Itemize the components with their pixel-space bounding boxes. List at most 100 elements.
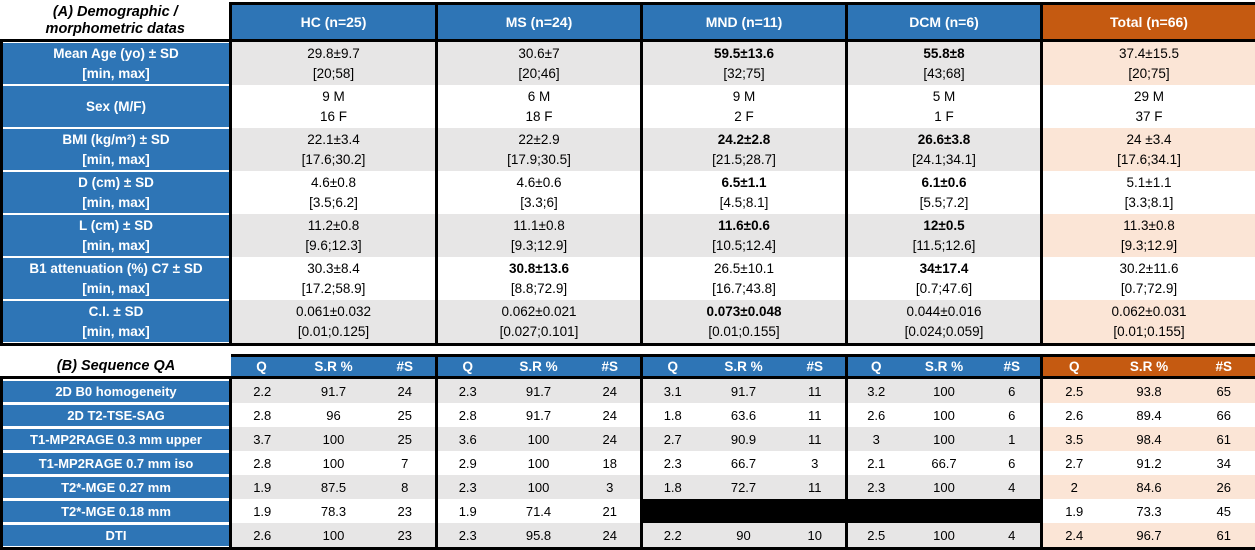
stat-range: [9.3;12.9]: [1043, 236, 1255, 256]
row-label-cell: T1-MP2RAGE 0.3 mm upper: [2, 427, 231, 451]
qa-value: 23: [375, 499, 437, 523]
qa-value: 3.7: [231, 427, 293, 451]
stat-range: [24.1;34.1]: [848, 150, 1040, 170]
qa-value: 66.7: [905, 451, 984, 475]
qa-value: 2.7: [1042, 451, 1106, 475]
qa-value: 21: [580, 499, 642, 523]
stat-cell: 4.6±0.8[3.5;6.2]: [231, 171, 437, 214]
qa-column-header: Q: [1042, 356, 1106, 378]
qa-value: 2.9: [437, 451, 498, 475]
qa-value: 100: [498, 475, 580, 499]
stat-cell: 6.5±1.1[4.5;8.1]: [642, 171, 847, 214]
qa-column-header: S.R %: [498, 356, 580, 378]
qa-value: 1.9: [437, 499, 498, 523]
stat-cell: 55.8±8[43;68]: [847, 41, 1042, 86]
stat-value: 9 M: [643, 87, 845, 107]
stat-cell: 6.1±0.6[5.5;7.2]: [847, 171, 1042, 214]
missing-data-cell: [847, 499, 1042, 523]
qa-value: 10: [785, 523, 847, 549]
row-label-line1: Mean Age (yo) ± SD: [3, 44, 229, 64]
qa-value: 91.7: [498, 403, 580, 427]
stat-range: [8.8;72.9]: [438, 279, 640, 299]
row-label-cell: L (cm) ± SD[min, max]: [2, 214, 231, 257]
stat-cell: 11.3±0.8[9.3;12.9]: [1042, 214, 1255, 257]
qa-column-header: #S: [375, 356, 437, 378]
row-label: L (cm) ± SD[min, max]: [3, 215, 229, 256]
stat-value: 11.2±0.8: [232, 216, 435, 236]
qa-value: 2.6: [231, 523, 293, 549]
qa-value: 24: [580, 523, 642, 549]
stat-range: [0.024;0.059]: [848, 322, 1040, 342]
qa-value: 61: [1193, 427, 1255, 451]
table-row: BMI (kg/m²) ± SD[min, max]22.1±3.4[17.6;…: [2, 128, 1255, 171]
row-label: DTI: [3, 525, 229, 546]
stat-range: [20;46]: [438, 64, 640, 84]
row-label: B1 attenuation (%) C7 ± SD[min, max]: [3, 258, 229, 299]
row-label-line1: D (cm) ± SD: [3, 173, 229, 193]
column-header: MS (n=24): [437, 4, 642, 41]
qa-value: 100: [905, 523, 984, 549]
stat-cell: 30.8±13.6[8.8;72.9]: [437, 257, 642, 300]
demographics-table: (A) Demographic / morphometric datas HC …: [0, 2, 1255, 346]
qa-value: 11: [785, 403, 847, 427]
qa-value: 2.8: [231, 403, 293, 427]
row-label-line1: C.I. ± SD: [3, 302, 229, 322]
stat-value: 34±17.4: [848, 259, 1040, 279]
qa-value: 66.7: [703, 451, 785, 475]
qa-value: 1.8: [642, 403, 703, 427]
qa-column-header: Q: [847, 356, 905, 378]
qa-column-header: Q: [642, 356, 703, 378]
stat-cell: 0.061±0.032[0.01;0.125]: [231, 300, 437, 345]
qa-value: 25: [375, 427, 437, 451]
qa-column-header: S.R %: [293, 356, 375, 378]
qa-column-header: #S: [580, 356, 642, 378]
section-a-title: (A) Demographic / morphometric datas: [2, 4, 231, 41]
stat-range: 16 F: [232, 107, 435, 127]
stat-value: 0.044±0.016: [848, 302, 1040, 322]
stat-value: 29 M: [1043, 87, 1255, 107]
stat-cell: 0.073±0.048[0.01;0.155]: [642, 300, 847, 345]
row-label-cell: T2*-MGE 0.27 mm: [2, 475, 231, 499]
stat-cell: 0.062±0.021[0.027;0.101]: [437, 300, 642, 345]
qa-value: 84.6: [1106, 475, 1193, 499]
qa-value: 1.8: [642, 475, 703, 499]
stat-value: 0.062±0.021: [438, 302, 640, 322]
section-b-title: (B) Sequence QA: [2, 356, 231, 378]
stat-range: [17.6;30.2]: [232, 150, 435, 170]
qa-value: 95.8: [498, 523, 580, 549]
qa-value: 1: [984, 427, 1042, 451]
stat-range: [17.2;58.9]: [232, 279, 435, 299]
qa-value: 87.5: [293, 475, 375, 499]
stat-cell: 37.4±15.5[20;75]: [1042, 41, 1255, 86]
section-a-title-line2: morphometric datas: [2, 21, 230, 38]
stat-cell: 34±17.4[0.7;47.6]: [847, 257, 1042, 300]
row-label-cell: Mean Age (yo) ± SD[min, max]: [2, 41, 231, 86]
qa-value: 2.3: [642, 451, 703, 475]
stat-value: 0.061±0.032: [232, 302, 435, 322]
qa-value: 3.6: [437, 427, 498, 451]
stat-cell: 12±0.5[11.5;12.6]: [847, 214, 1042, 257]
qa-value: 11: [785, 475, 847, 499]
stat-cell: 24 ±3.4[17.6;34.1]: [1042, 128, 1255, 171]
qa-value: 6: [984, 403, 1042, 427]
qa-value: 100: [498, 427, 580, 451]
qa-value: 2.4: [1042, 523, 1106, 549]
column-header: Total (n=66): [1042, 4, 1255, 41]
stat-range: 2 F: [643, 107, 845, 127]
stat-value: 55.8±8: [848, 44, 1040, 64]
qa-value: 73.3: [1106, 499, 1193, 523]
qa-value: 1.9: [1042, 499, 1106, 523]
qa-value: 2.6: [847, 403, 905, 427]
stat-range: 37 F: [1043, 107, 1255, 127]
qa-value: 11: [785, 378, 847, 404]
stat-range: [17.9;30.5]: [438, 150, 640, 170]
row-label-line2: [min, max]: [3, 193, 229, 213]
qa-value: 1.9: [231, 499, 293, 523]
table-row: Mean Age (yo) ± SD[min, max]29.8±9.7[20;…: [2, 41, 1255, 86]
stat-range: [3.3;8.1]: [1043, 193, 1255, 213]
row-label: Mean Age (yo) ± SD[min, max]: [3, 43, 229, 84]
